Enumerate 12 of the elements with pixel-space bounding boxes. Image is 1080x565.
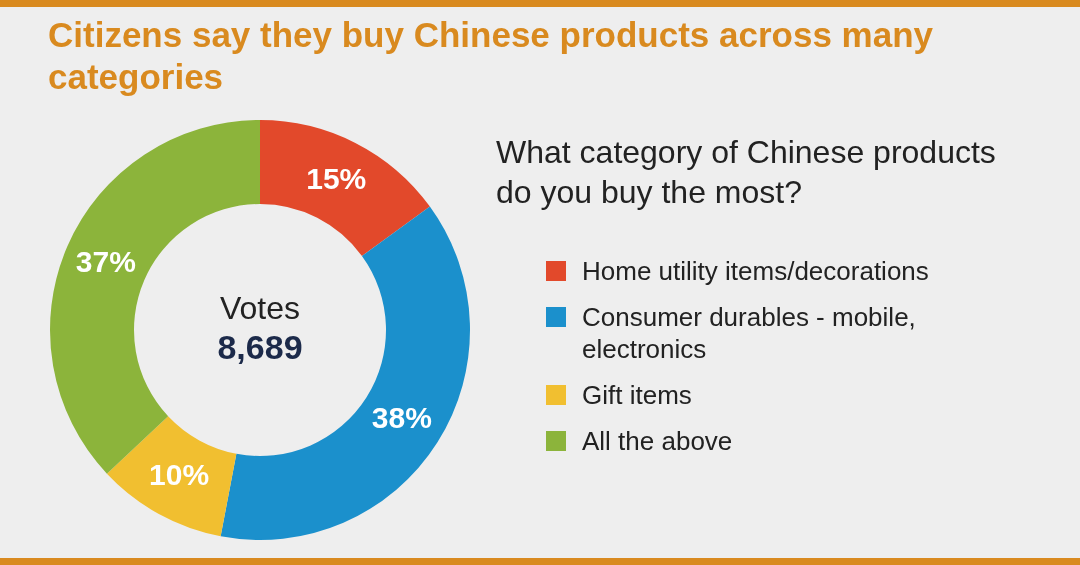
- data-label: 10%: [149, 458, 210, 492]
- legend-label: All the above: [582, 425, 733, 457]
- text: Votes: [219, 289, 301, 326]
- legend-label: Home utility items/decorations: [582, 255, 929, 287]
- chart-title: Citizens say they buy Chinese products across many categories: [48, 14, 934, 98]
- legend-label: Consumer durables - mobile, electronics: [582, 301, 917, 365]
- text: What category of Chinese products do you buy the most?: [496, 133, 997, 212]
- legend-label: Gift items: [582, 379, 692, 411]
- data-label: 38%: [371, 401, 432, 435]
- data-label: 37%: [75, 244, 136, 278]
- text: 8,689: [217, 328, 303, 367]
- data-label: 15%: [306, 161, 367, 195]
